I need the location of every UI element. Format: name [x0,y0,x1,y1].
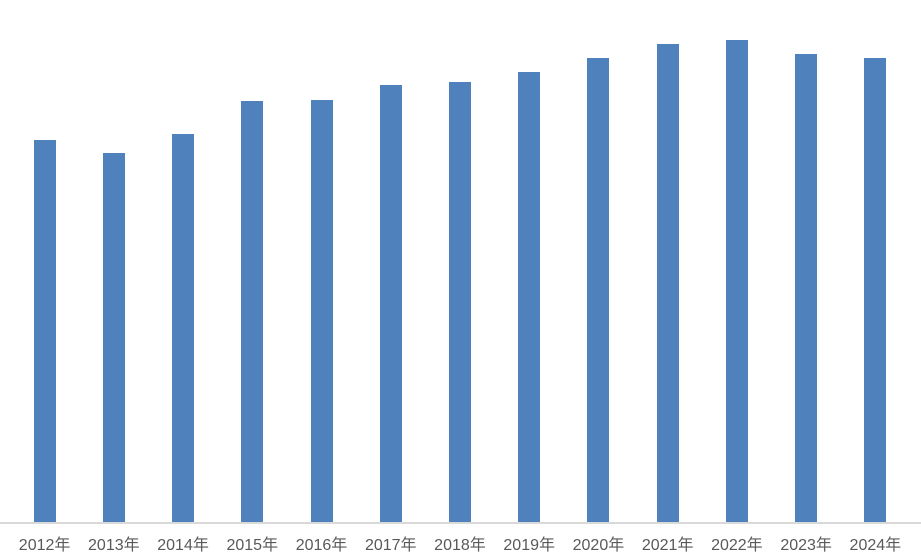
x-tick-label: 2013年 [88,537,140,554]
bar-2013 [103,153,125,523]
x-tick-label: 2017年 [364,537,417,554]
x-tick-label: 2012年 [18,537,71,554]
x-tick-label: 2015年 [226,537,279,554]
bar-2018 [449,82,471,523]
bar-2021 [657,44,679,523]
x-tick-label: 2024年 [849,537,902,554]
bar-2022 [726,40,748,523]
x-tick-label: 2020年 [572,537,625,554]
x-axis-line [0,522,921,524]
bar-2016 [311,100,333,523]
x-tick-label: 2022年 [711,537,763,554]
x-tick-label: 2014年 [157,537,209,554]
bar-2015 [241,101,263,523]
x-tick-label: 2019年 [503,537,556,554]
x-tick-label: 2018年 [434,537,486,554]
bar-2019 [518,72,540,523]
x-tick-label: 2023年 [780,537,832,554]
x-tick-label: 2016年 [295,537,348,554]
bar-2017 [380,85,402,523]
x-tick-label: 2021年 [641,537,694,554]
bar-2023 [795,54,817,523]
bar-2024 [864,58,886,523]
bar-2012 [34,140,56,523]
bar-2014 [172,134,194,523]
bar-2020 [587,58,609,523]
